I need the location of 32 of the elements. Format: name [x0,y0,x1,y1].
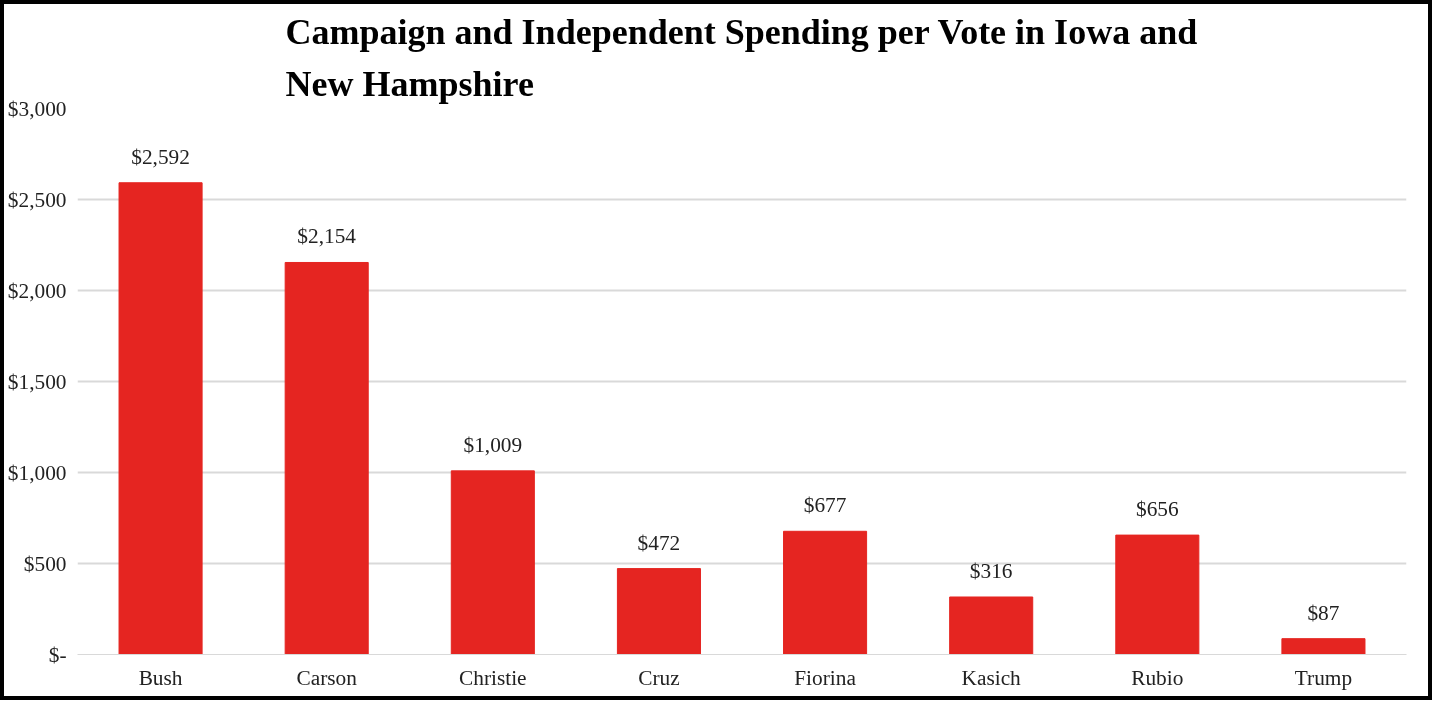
x-tick-label: Cruz [638,665,680,690]
bar [450,470,535,655]
x-tick-label: Trump [1294,665,1353,690]
bar [1281,638,1366,655]
bar [118,182,203,655]
y-tick-label: $- [48,642,67,667]
bar [284,261,369,655]
y-tick-label: $3,000 [7,96,67,121]
data-label: $87 [1307,600,1340,625]
y-tick-label: $500 [23,551,67,576]
x-tick-label: Rubio [1131,665,1184,690]
bar [1115,534,1200,655]
data-label: $2,592 [131,144,190,169]
y-tick-label: $1,000 [7,460,67,485]
data-label: $1,009 [463,432,523,457]
x-tick-label: Kasich [961,665,1022,690]
x-tick-label: Carson [296,665,358,690]
x-tick-label: Fiorina [794,665,857,690]
x-tick-label: Bush [138,665,183,690]
data-label: $677 [803,493,847,518]
y-tick-label: $2,000 [7,278,67,303]
data-label: $472 [637,530,681,555]
bar [616,568,701,655]
chart-title: Campaign and Independent Spending per Vote in Iowa and New Hampshire [285,11,1198,104]
y-tick-label: $2,500 [7,187,67,212]
data-label: $316 [969,558,1013,583]
bar [949,596,1034,655]
data-label: $656 [1135,497,1179,522]
x-tick-label: Christie [459,665,527,690]
y-tick-label: $1,500 [7,369,67,394]
bar [783,530,868,655]
data-label: $2,154 [297,224,357,249]
